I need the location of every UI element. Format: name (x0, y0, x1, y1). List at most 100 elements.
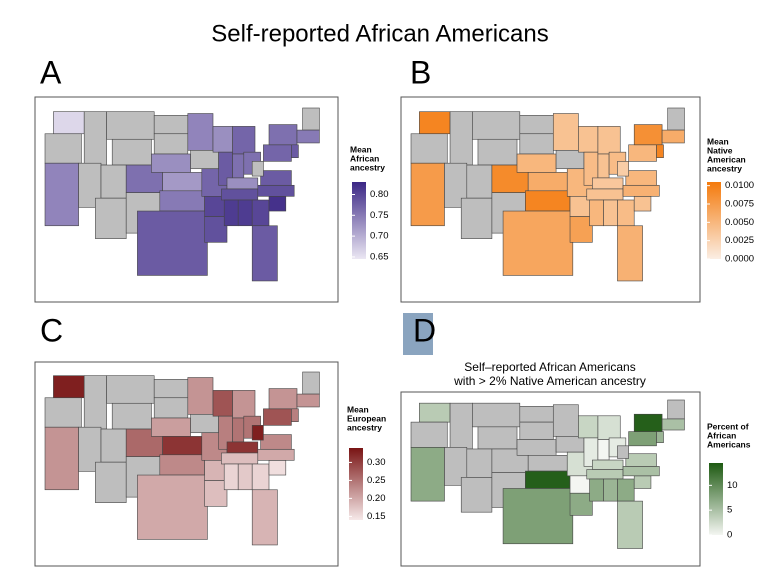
legend-colorbar (349, 448, 363, 520)
state-no-data (95, 461, 127, 503)
state (251, 489, 278, 546)
state-no-data (555, 436, 585, 453)
state (586, 469, 624, 480)
state (257, 448, 295, 461)
state-no-data (466, 448, 493, 478)
state (226, 177, 259, 190)
state-no-data (460, 197, 493, 239)
state (578, 126, 599, 153)
state (223, 463, 239, 491)
state (151, 153, 191, 173)
state-no-data (555, 150, 585, 170)
state (251, 199, 270, 227)
state-no-data (153, 115, 189, 135)
legend-tick-label: 10 (727, 480, 738, 491)
state-no-data (519, 406, 554, 423)
legend-title: African (707, 430, 736, 440)
legend-tick-label: 0.0025 (725, 235, 754, 246)
state (212, 126, 233, 153)
state (263, 144, 292, 162)
state (597, 153, 610, 179)
state (226, 441, 259, 454)
legend-colorbar (709, 463, 723, 535)
legend-tick-label: 0.70 (370, 231, 389, 242)
state-no-data (552, 404, 579, 437)
state (656, 144, 664, 158)
state-no-data (106, 111, 155, 140)
state (53, 111, 85, 135)
state (251, 425, 264, 441)
panel-subtitle: with > 2% Native American ancestry (453, 374, 646, 388)
state (232, 417, 245, 443)
legend-title: ancestry (350, 162, 385, 172)
state-no-data (302, 371, 320, 395)
legend-title: Mean (347, 404, 369, 414)
state (525, 190, 571, 212)
legend-tick-label: 0.0000 (725, 254, 754, 265)
state (296, 393, 320, 408)
legend-tick-label: 0.15 (367, 511, 386, 522)
state (603, 199, 618, 227)
state (502, 210, 574, 276)
state (260, 434, 292, 450)
legend-title: Mean (350, 144, 372, 154)
state (187, 113, 214, 151)
state (260, 170, 292, 186)
state (268, 124, 298, 146)
state (151, 417, 191, 437)
state-no-data (667, 399, 685, 420)
state (187, 377, 214, 415)
state (137, 210, 208, 276)
state-no-data (449, 111, 473, 166)
legend-title: Percent of (707, 421, 749, 431)
panel-label: C (40, 312, 63, 348)
legend-tick-label: 0 (727, 530, 732, 541)
state (232, 390, 256, 419)
state-no-data (516, 439, 557, 456)
state (44, 162, 79, 227)
state-no-data (302, 107, 320, 131)
panel-label: A (40, 54, 62, 90)
state (603, 478, 618, 502)
state-no-data (667, 107, 685, 131)
state (625, 453, 657, 467)
state (628, 431, 657, 447)
state (223, 199, 239, 227)
state-no-data (477, 138, 518, 166)
state-no-data (95, 197, 127, 239)
state (237, 463, 253, 491)
state (296, 129, 320, 144)
state (204, 480, 228, 507)
state (159, 454, 205, 476)
state-no-data (44, 397, 82, 428)
state (291, 144, 299, 158)
state (263, 408, 292, 426)
state (592, 459, 624, 470)
state (617, 500, 643, 549)
state (137, 474, 208, 540)
state-no-data (83, 111, 107, 166)
state-no-data (460, 477, 493, 513)
state (251, 225, 278, 282)
state-no-data (190, 414, 219, 434)
state-no-data (111, 138, 152, 166)
legend-title: ancestry (347, 422, 382, 432)
state-no-data (519, 115, 554, 135)
state-no-data (466, 164, 493, 199)
state (268, 196, 287, 212)
state-no-data (410, 421, 448, 448)
legend-colorbar (352, 182, 366, 259)
state (251, 463, 270, 491)
state (617, 225, 643, 282)
state (502, 488, 574, 545)
state (633, 413, 663, 432)
state-no-data (83, 375, 107, 430)
state (204, 216, 228, 243)
legend-title: European (347, 413, 386, 423)
state (53, 375, 85, 399)
state (661, 418, 685, 431)
state (633, 475, 652, 489)
state (617, 161, 629, 177)
legend-tick-label: 0.80 (370, 189, 389, 200)
state (617, 478, 635, 502)
